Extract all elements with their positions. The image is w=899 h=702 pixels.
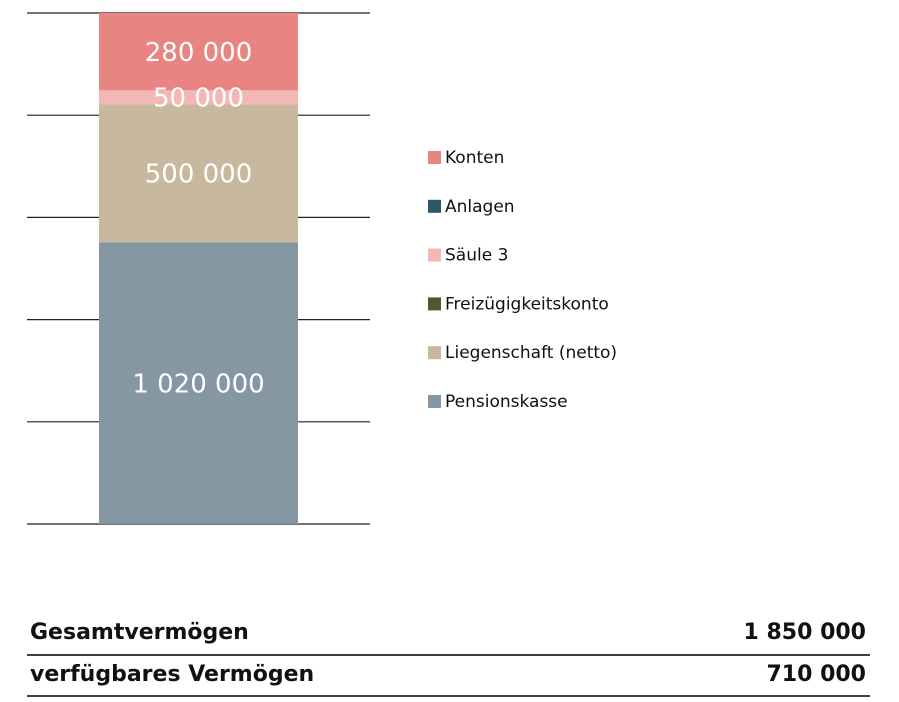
data-label: 50 000 [153, 84, 244, 114]
data-label: 1 020 000 [132, 370, 264, 400]
legend-swatch [428, 395, 441, 408]
legend-label: Liegenschaft (netto) [445, 343, 617, 363]
legend-swatch [428, 248, 441, 262]
legend-label: Konten [445, 148, 504, 168]
row-label: verfügbares Vermögen [30, 662, 314, 687]
legend-swatch [428, 199, 441, 213]
legend-label: Anlagen [445, 197, 515, 217]
row-label: Gesamtvermögen [30, 620, 249, 645]
bar-segment [99, 104, 298, 243]
bar-segment [99, 242, 298, 524]
row-value: 1 850 000 [744, 620, 866, 645]
data-label: 500 000 [145, 160, 253, 190]
row-value: 710 000 [766, 662, 866, 687]
legend-swatch [428, 346, 441, 360]
bar-segment [99, 90, 298, 105]
legend-label: Freizügigkeitskonto [445, 294, 609, 314]
legend-label: Pensionskasse [445, 392, 568, 412]
legend-swatch [428, 151, 441, 164]
legend-swatch [428, 297, 441, 311]
data-label: 280 000 [145, 38, 253, 68]
bar-segment [99, 13, 298, 91]
legend-label: Säule 3 [445, 246, 508, 266]
